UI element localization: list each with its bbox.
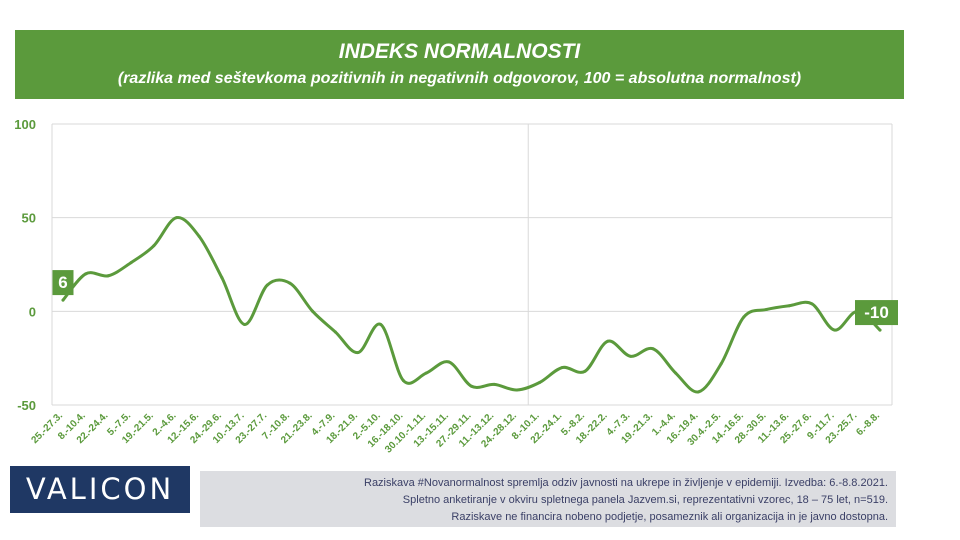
data-point bbox=[401, 379, 405, 383]
x-tick-label: 6.-8.8. bbox=[854, 410, 882, 438]
data-point bbox=[878, 328, 882, 332]
data-label: 6 bbox=[52, 270, 74, 296]
data-point bbox=[356, 351, 360, 355]
y-tick-label: 0 bbox=[29, 304, 36, 319]
data-point bbox=[560, 366, 564, 370]
y-axis: -50 0 50 100 bbox=[14, 117, 36, 413]
data-point bbox=[129, 261, 133, 265]
data-point bbox=[538, 381, 542, 385]
data-point bbox=[333, 330, 337, 334]
data-points bbox=[61, 216, 882, 394]
data-point bbox=[311, 309, 315, 313]
data-point bbox=[628, 354, 632, 358]
data-label-text: 6 bbox=[58, 273, 67, 292]
data-point bbox=[742, 315, 746, 319]
data-point bbox=[424, 371, 428, 375]
data-point bbox=[61, 298, 65, 302]
data-point bbox=[651, 347, 655, 351]
chart-title-banner: INDEKS NORMALNOSTI (razlika med seštevko… bbox=[15, 30, 904, 99]
data-point bbox=[765, 307, 769, 311]
data-point bbox=[674, 371, 678, 375]
y-tick-label: 100 bbox=[14, 117, 36, 132]
data-point bbox=[288, 281, 292, 285]
data-point bbox=[84, 272, 88, 276]
y-tick-label: 50 bbox=[22, 211, 36, 226]
chart-subtitle: (razlika med seštevkoma pozitivnih in ne… bbox=[117, 70, 802, 87]
data-point bbox=[492, 382, 496, 386]
data-label-box bbox=[52, 270, 74, 296]
data-point bbox=[583, 369, 587, 373]
footer-note-line: Spletno anketiranje v okviru spletnega p… bbox=[402, 494, 888, 506]
x-tick-label: 25.-27.3. bbox=[29, 410, 65, 446]
data-point bbox=[379, 322, 383, 326]
valicon-logo: VALICON bbox=[10, 466, 190, 513]
x-axis: 25.-27.3.8.-10.4.22.-24.4.5.-7.5.19.-21.… bbox=[29, 410, 882, 455]
data-label: -10 bbox=[855, 300, 898, 326]
footer-notes: Raziskava #Novanormalnost spremlja odziv… bbox=[200, 471, 896, 527]
data-point bbox=[515, 388, 519, 392]
grid-lines bbox=[51, 123, 893, 406]
data-point bbox=[174, 216, 178, 220]
y-tick-label: -50 bbox=[17, 398, 36, 413]
data-point bbox=[606, 339, 610, 343]
chart-title: INDEKS NORMALNOSTI bbox=[338, 40, 581, 63]
data-label-box bbox=[855, 300, 898, 326]
data-point bbox=[197, 234, 201, 238]
data-point bbox=[265, 283, 269, 287]
data-point bbox=[833, 328, 837, 332]
data-label-text: -10 bbox=[864, 303, 889, 322]
data-point bbox=[696, 390, 700, 394]
data-point bbox=[152, 244, 156, 248]
data-point bbox=[220, 276, 224, 280]
data-labels: 6 -10 bbox=[52, 270, 898, 326]
data-point bbox=[470, 384, 473, 388]
data-point bbox=[719, 362, 723, 366]
footer-note-line: Raziskava #Novanormalnost spremlja odziv… bbox=[364, 477, 888, 489]
data-point bbox=[447, 360, 451, 364]
data-point bbox=[106, 274, 110, 278]
data-point bbox=[810, 302, 814, 306]
data-point bbox=[787, 304, 791, 308]
data-point bbox=[243, 322, 247, 326]
footer-note-line: Raziskave ne financira nobeno podjetje, … bbox=[451, 511, 888, 523]
series-line bbox=[61, 216, 882, 394]
